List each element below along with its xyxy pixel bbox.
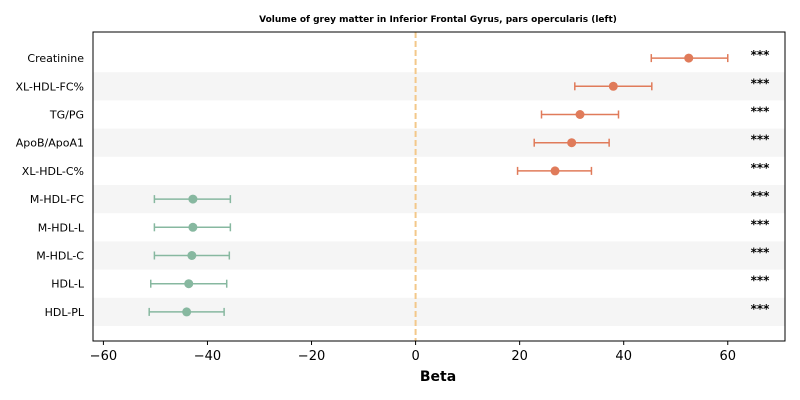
- x-tick-label: 40: [615, 349, 632, 364]
- data-rows: Creatinine ***XL-HDL-FC% ***TG/PG ***ApoB/A…: [15, 48, 770, 319]
- beta-point: [187, 251, 197, 260]
- row-label: HDL-L: [51, 278, 85, 291]
- beta-point: [188, 194, 198, 204]
- row-label: TG/PG: [49, 109, 84, 122]
- beta-point: [550, 166, 560, 176]
- x-tick-label: 20: [511, 349, 528, 364]
- significance-label: ***: [751, 76, 771, 90]
- significance-label: ***: [751, 246, 771, 260]
- table-row: TG/PG ***: [49, 105, 770, 122]
- beta-point: [575, 110, 585, 119]
- row-label: Creatinine: [27, 52, 84, 65]
- row-label: XL-HDL-C%: [22, 165, 84, 178]
- significance-label: ***: [751, 105, 771, 119]
- row-label: M-HDL-C: [36, 250, 84, 263]
- row-band: [93, 72, 785, 101]
- x-axis-ticks: −60 −40 −20 0 20 40 60: [90, 341, 736, 364]
- table-row: XL-HDL-FC% ***: [15, 76, 770, 93]
- significance-label: ***: [751, 161, 771, 175]
- row-label: XL-HDL-FC%: [15, 80, 84, 93]
- significance-label: ***: [751, 217, 771, 231]
- beta-point: [608, 81, 618, 91]
- row-band: [93, 128, 785, 157]
- table-row: M-HDL-L ***: [38, 217, 770, 234]
- table-row: M-HDL-FC ***: [30, 189, 770, 206]
- beta-point: [567, 138, 577, 148]
- significance-label: ***: [751, 189, 771, 203]
- significance-label: ***: [751, 274, 771, 288]
- table-row: XL-HDL-C% ***: [22, 161, 770, 178]
- row-label: ApoB/ApoA1: [16, 137, 84, 150]
- chart-title: Volume of grey matter in Inferior Fronta…: [259, 15, 617, 25]
- beta-point: [188, 222, 198, 232]
- x-tick-label: 60: [719, 349, 736, 364]
- row-label: M-HDL-FC: [30, 193, 84, 206]
- table-row: HDL-PL ***: [45, 302, 771, 319]
- row-label: HDL-PL: [45, 306, 85, 319]
- row-label: M-HDL-L: [38, 221, 85, 234]
- beta-point: [182, 307, 192, 317]
- significance-label: ***: [751, 48, 771, 62]
- beta-point: [184, 279, 194, 289]
- plot-frame: [92, 31, 786, 342]
- table-row: M-HDL-C ***: [36, 246, 770, 263]
- x-tick-label: −40: [194, 349, 221, 364]
- significance-label: ***: [751, 133, 771, 147]
- significance-label: ***: [751, 302, 771, 316]
- beta-point: [684, 53, 694, 63]
- table-row: Creatinine ***: [27, 48, 770, 65]
- x-tick-label: −20: [298, 349, 325, 364]
- x-tick-label: 0: [411, 349, 419, 364]
- table-row: ApoB/ApoA1 ***: [16, 133, 770, 150]
- x-axis-label: Beta: [420, 369, 456, 385]
- table-row: HDL-L ***: [51, 274, 770, 291]
- x-tick-label: −60: [90, 349, 117, 364]
